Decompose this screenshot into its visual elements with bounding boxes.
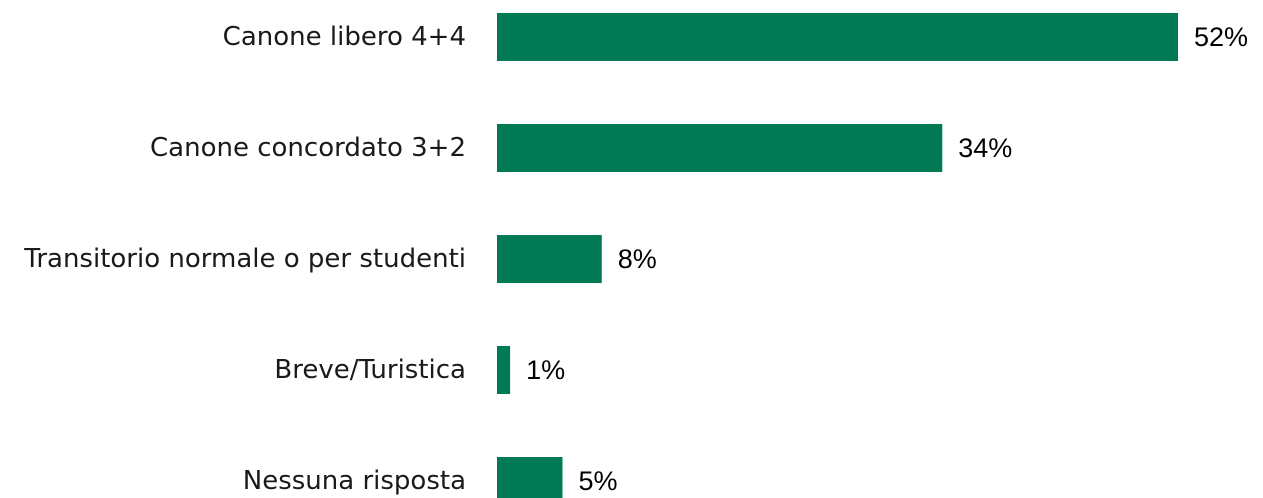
category-label: Breve/Turistica (274, 355, 466, 385)
bar (497, 124, 943, 172)
bar (497, 346, 511, 394)
category-label: Nessuna risposta (243, 466, 466, 496)
value-label: 52% (1194, 22, 1248, 52)
value-label: 5% (578, 466, 617, 496)
value-label: 8% (618, 244, 657, 274)
value-label: 1% (526, 355, 565, 385)
bar-rows: Canone libero 4+4 52% Canone concordato 3+… (23, 13, 1248, 498)
value-label: 34% (958, 133, 1012, 163)
category-label: Canone concordato 3+2 (150, 133, 466, 163)
bar (497, 457, 563, 498)
bar (497, 13, 1178, 61)
category-label: Canone libero 4+4 (223, 22, 466, 52)
bar (497, 235, 602, 283)
category-label: Transitorio normale o per studenti (23, 244, 466, 274)
